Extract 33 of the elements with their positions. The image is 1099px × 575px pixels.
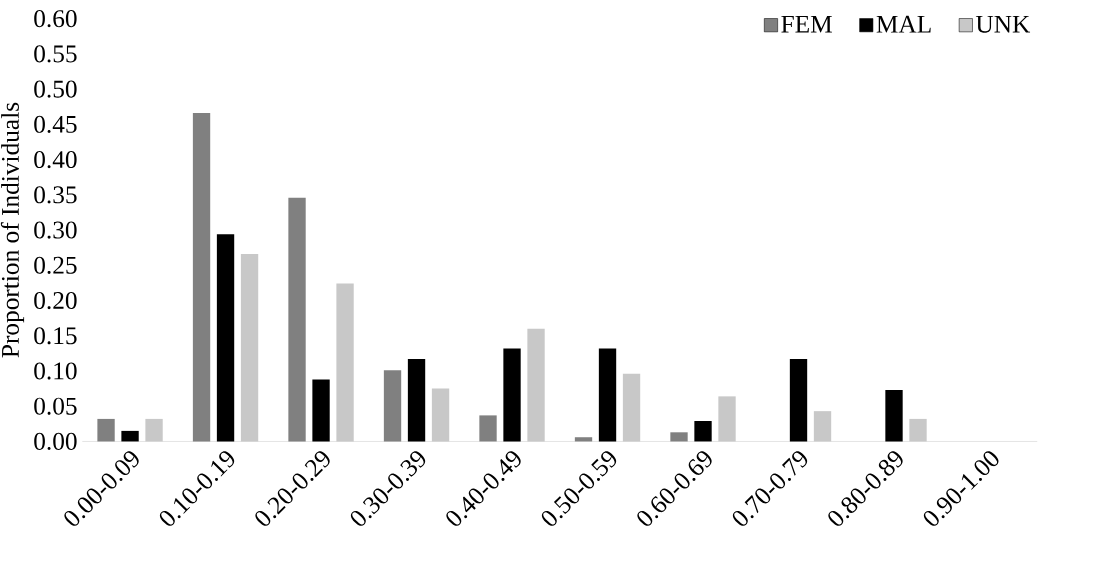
- y-tick-label: 0.15: [34, 327, 77, 345]
- y-axis-title: Proportion of Individuals: [0, 102, 25, 358]
- bar: [192, 113, 211, 442]
- bar: [216, 234, 235, 442]
- y-tick-label: 0.35: [34, 186, 77, 204]
- bar: [121, 430, 139, 442]
- bar: [670, 432, 688, 442]
- legend-label: FEM: [781, 15, 832, 33]
- legend-label: UNK: [975, 15, 1031, 33]
- y-tick-label: 0.10: [34, 362, 77, 380]
- legend-label: MAL: [876, 15, 931, 33]
- bar: [885, 390, 903, 442]
- y-tick-label: 0.45: [34, 115, 77, 134]
- bar: [789, 359, 808, 442]
- y-tick-label: 0.40: [34, 151, 77, 169]
- bar: [312, 379, 330, 442]
- bar: [97, 418, 115, 442]
- y-tick-label: 0.55: [34, 45, 77, 63]
- bar: [288, 197, 306, 442]
- y-tick-label: 0.30: [34, 221, 77, 239]
- bar: [479, 415, 497, 442]
- bar: [503, 348, 521, 442]
- y-tick-label: 0.60: [34, 10, 77, 28]
- bar: [694, 421, 712, 442]
- y-tick-label: 0.05: [34, 397, 77, 415]
- bar: [598, 348, 617, 442]
- bar: [383, 370, 402, 442]
- y-tick-label: 0.50: [34, 80, 77, 98]
- bar: [574, 437, 593, 442]
- y-tick-label: 0.25: [34, 256, 77, 274]
- y-tick-label: 0.00: [34, 432, 77, 451]
- bar: [407, 359, 426, 442]
- y-tick-label: 0.20: [34, 292, 77, 310]
